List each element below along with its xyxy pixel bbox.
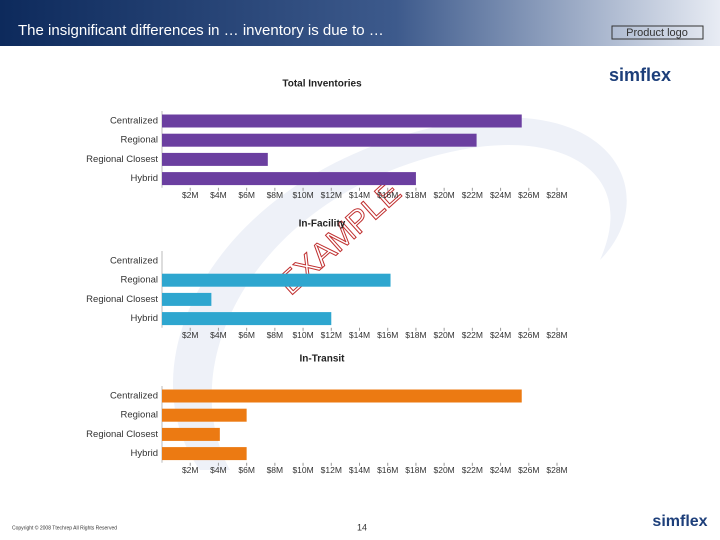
x-tick-label: $26M	[518, 190, 539, 200]
x-tick-label: $16M	[377, 330, 398, 340]
x-tick-label: $14M	[349, 465, 370, 475]
x-tick-label: $6M	[238, 465, 255, 475]
category-label: Hybrid	[131, 313, 158, 324]
x-tick-label: $28M	[546, 465, 567, 475]
x-tick-label: $22M	[462, 330, 483, 340]
category-label: Regional	[121, 135, 159, 146]
x-tick-label: $12M	[321, 330, 342, 340]
x-tick-label: $20M	[434, 465, 455, 475]
bar	[162, 408, 247, 422]
header-bar	[0, 0, 720, 46]
category-label: Centralized	[110, 256, 158, 267]
logo-box	[611, 25, 704, 40]
x-tick-label: $22M	[462, 465, 483, 475]
x-tick-label: $20M	[434, 190, 455, 200]
bar	[162, 312, 332, 326]
charts: Total Inventories Centralized Regional Regi…	[86, 79, 567, 475]
page-number: 14	[357, 522, 367, 532]
category-label: Hybrid	[131, 173, 158, 184]
bar	[162, 114, 522, 128]
x-tick-label: $28M	[546, 330, 567, 340]
bar	[162, 427, 220, 441]
category-label: Hybrid	[131, 448, 158, 459]
chart-title: In-Facility	[299, 219, 346, 230]
x-tick-label: $10M	[292, 465, 313, 475]
category-label: Regional Closest	[86, 429, 158, 440]
chart-title: In-Transit	[299, 354, 345, 365]
bar	[162, 389, 522, 403]
bar	[162, 292, 212, 306]
chart-title: Total Inventories	[282, 79, 362, 90]
bar	[162, 273, 391, 287]
bar	[162, 172, 416, 186]
x-tick-label: $8M	[267, 465, 284, 475]
x-tick-label: $12M	[321, 190, 342, 200]
x-tick-label: $18M	[405, 465, 426, 475]
x-tick-label: $16M	[377, 190, 398, 200]
slide-title: The insignificant differences in … inven…	[18, 22, 384, 39]
x-tick-label: $4M	[210, 330, 227, 340]
background-swoosh	[172, 117, 627, 470]
x-tick-label: $20M	[434, 330, 455, 340]
bar	[162, 447, 247, 461]
category-label: Regional	[121, 410, 159, 421]
bar	[162, 152, 268, 166]
x-tick-label: $2M	[182, 330, 199, 340]
category-label: Regional Closest	[86, 154, 158, 165]
x-tick-label: $14M	[349, 330, 370, 340]
x-tick-label: $2M	[182, 190, 199, 200]
category-label: Centralized	[110, 116, 158, 127]
footer-logo: simflex	[652, 513, 707, 530]
x-tick-label: $10M	[292, 330, 313, 340]
x-tick-label: $26M	[518, 330, 539, 340]
x-tick-label: $10M	[292, 190, 313, 200]
x-tick-label: $24M	[490, 465, 511, 475]
x-tick-label: $22M	[462, 190, 483, 200]
copyright: Copyright © 2008 Ttechrep All Rights Res…	[12, 524, 117, 531]
logo-box-text: Product logo	[626, 27, 688, 39]
x-tick-label: $14M	[349, 190, 370, 200]
x-tick-label: $8M	[267, 190, 284, 200]
x-tick-label: $4M	[210, 190, 227, 200]
category-label: Regional Closest	[86, 294, 158, 305]
x-tick-label: $4M	[210, 465, 227, 475]
bar	[162, 133, 477, 147]
x-tick-label: $2M	[182, 465, 199, 475]
category-label: Regional	[121, 275, 159, 286]
x-tick-label: $6M	[238, 190, 255, 200]
x-tick-label: $18M	[405, 330, 426, 340]
x-tick-label: $24M	[490, 190, 511, 200]
x-tick-label: $12M	[321, 465, 342, 475]
x-tick-label: $24M	[490, 330, 511, 340]
x-tick-label: $6M	[238, 330, 255, 340]
x-tick-label: $16M	[377, 465, 398, 475]
category-label: Centralized	[110, 391, 158, 402]
x-tick-label: $28M	[546, 190, 567, 200]
x-tick-label: $26M	[518, 465, 539, 475]
logo: simflex	[609, 65, 671, 85]
x-tick-label: $8M	[267, 330, 284, 340]
x-tick-label: $18M	[405, 190, 426, 200]
